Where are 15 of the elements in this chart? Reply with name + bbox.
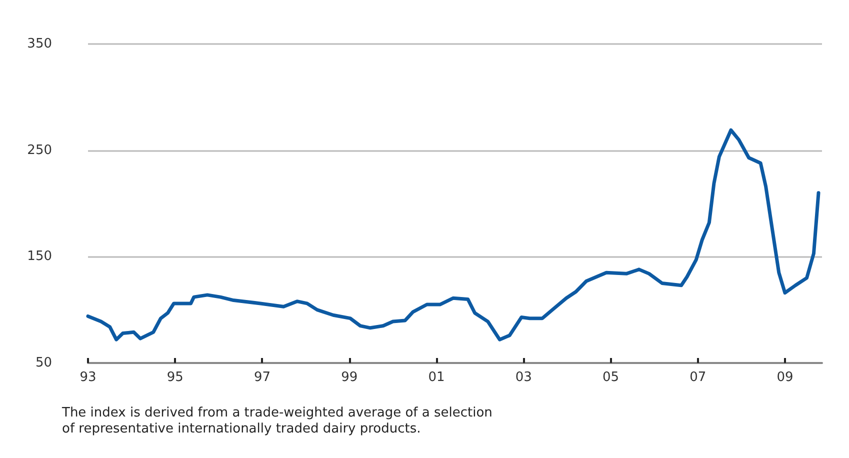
x-tick-label: 93 (80, 370, 96, 385)
y-tick-label: 350 (27, 36, 52, 52)
text: The index is derived from a trade-weighted average of a selection of representative internationally traded dairy products. (61, 406, 492, 436)
x-tick-label: 07 (690, 370, 706, 385)
x-tick-label: 01 (428, 370, 445, 385)
x-tick-label: 97 (254, 370, 271, 385)
x-tick-label: 03 (515, 370, 532, 385)
y-tick-label: 150 (27, 249, 52, 264)
x-tick-label: 99 (341, 370, 358, 385)
x-tick-label: 09 (776, 370, 794, 385)
y-tick-label: 250 (27, 142, 52, 158)
line-series (86, 128, 820, 342)
x-tick-label: 05 (602, 370, 620, 385)
x-tick-label: 95 (166, 370, 184, 385)
y-tick-label: 50 (35, 356, 52, 370)
